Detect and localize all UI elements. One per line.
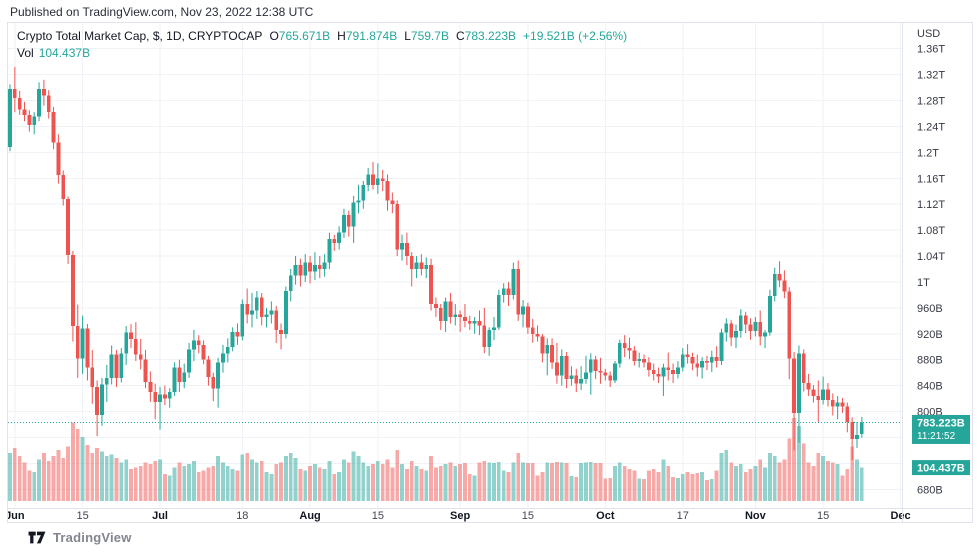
- candlestick-chart[interactable]: USD 1.36T 1.32T 1.28T 1.24T 1.2T 1.16T 1.12T 1.0…: [8, 23, 972, 522]
- svg-text:880B: 880B: [917, 355, 943, 367]
- svg-text:840B: 840B: [917, 381, 943, 393]
- svg-text:Aug: Aug: [299, 510, 320, 522]
- tradingview-branding[interactable]: TradingView: [28, 530, 132, 545]
- svg-text:15: 15: [76, 510, 88, 522]
- svg-text:USD: USD: [917, 28, 940, 40]
- axis-labels-layer: 783.223B 11:21:52 104.437B: [912, 414, 970, 476]
- volume-layer: [8, 417, 864, 501]
- svg-text:104.437B: 104.437B: [917, 463, 965, 475]
- svg-text:15: 15: [372, 510, 384, 522]
- svg-text:920B: 920B: [917, 329, 943, 341]
- published-line: Published on TradingView.com, Nov 23, 20…: [10, 5, 314, 19]
- svg-text:Jun: Jun: [8, 510, 25, 522]
- svg-text:Oct: Oct: [596, 510, 615, 522]
- svg-text:1.08T: 1.08T: [917, 225, 945, 237]
- axis-layer: USD 1.36T 1.32T 1.28T 1.24T 1.2T 1.16T 1.12T 1.0…: [8, 23, 972, 522]
- svg-text:783.223B: 783.223B: [917, 417, 965, 429]
- svg-text:1.36T: 1.36T: [917, 44, 945, 56]
- svg-text:1.16T: 1.16T: [917, 173, 945, 185]
- svg-text:Dec: Dec: [890, 510, 910, 522]
- svg-text:15: 15: [522, 510, 534, 522]
- svg-text:680B: 680B: [917, 484, 943, 496]
- svg-text:11:21:52: 11:21:52: [917, 431, 956, 442]
- last-price-label: 783.223B 11:21:52: [912, 414, 970, 444]
- svg-text:1.32T: 1.32T: [917, 70, 945, 82]
- candles-layer: [8, 66, 864, 461]
- svg-text:1.24T: 1.24T: [917, 121, 945, 133]
- svg-text:15: 15: [817, 510, 829, 522]
- svg-text:Nov: Nov: [745, 510, 767, 522]
- svg-text:17: 17: [677, 510, 689, 522]
- svg-text:960B: 960B: [917, 303, 943, 315]
- svg-text:18: 18: [236, 510, 248, 522]
- chart-frame: USD 1.36T 1.32T 1.28T 1.24T 1.2T 1.16T 1.12T 1.0…: [7, 22, 973, 523]
- svg-text:1.12T: 1.12T: [917, 199, 945, 211]
- svg-text:1T: 1T: [917, 277, 930, 289]
- svg-text:1.2T: 1.2T: [917, 147, 939, 159]
- tradingview-logo-icon: [28, 531, 46, 544]
- svg-text:1.28T: 1.28T: [917, 96, 945, 108]
- grid-layer: [8, 23, 902, 508]
- svg-text:Sep: Sep: [450, 510, 470, 522]
- svg-text:1.04T: 1.04T: [917, 251, 945, 263]
- svg-text:Jul: Jul: [152, 510, 168, 522]
- tradingview-logo-text: TradingView: [53, 530, 132, 545]
- last-volume-label: 104.437B: [912, 460, 970, 476]
